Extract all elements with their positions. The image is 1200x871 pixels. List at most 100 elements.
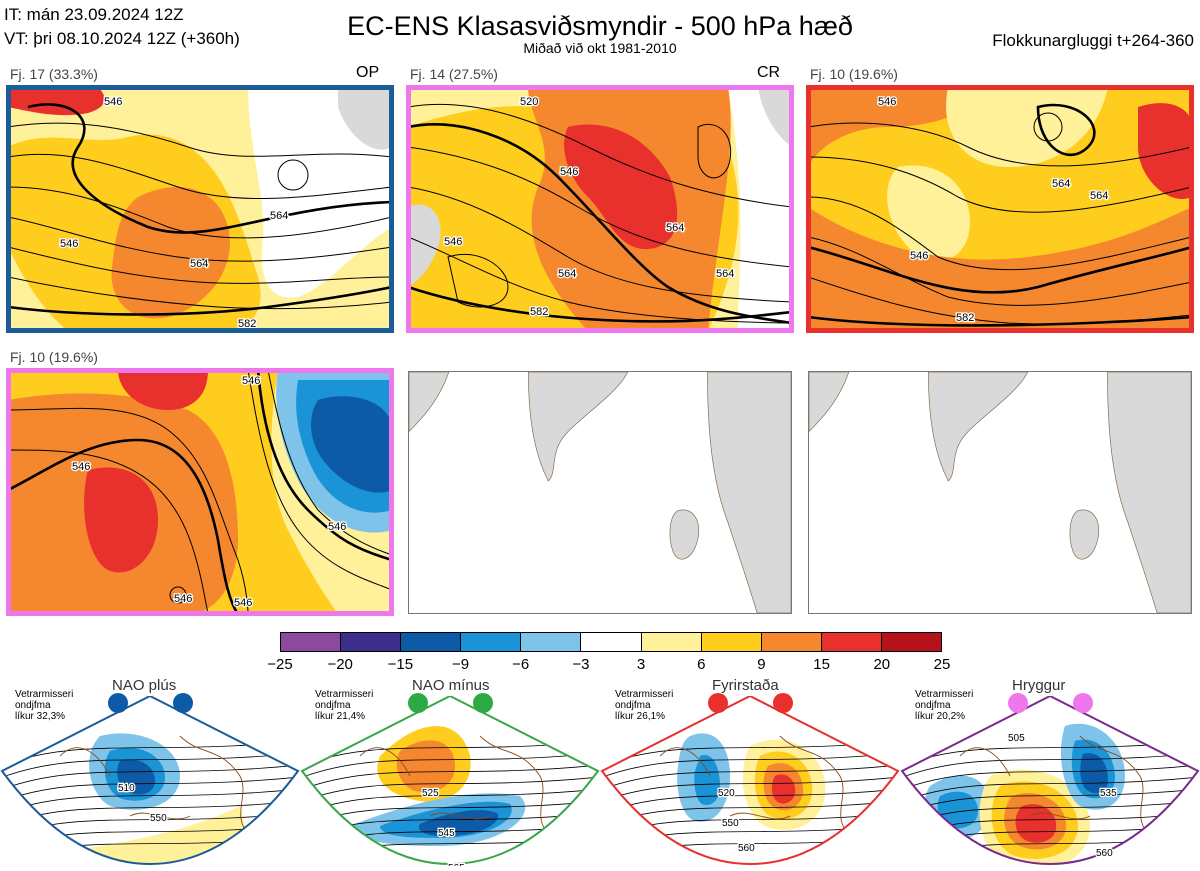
contour-label: 546 bbox=[878, 96, 896, 108]
colorbar-box bbox=[701, 633, 762, 651]
regime-contour-label: 550 bbox=[722, 818, 739, 829]
regime-note-line: ondjfma bbox=[915, 700, 951, 711]
regime-marker-dot bbox=[173, 693, 193, 713]
colorbar-box bbox=[881, 633, 942, 651]
regime-note-line: líkur 32,3% bbox=[15, 711, 66, 722]
colorbar-tick-label: −6 bbox=[512, 656, 530, 673]
page-title: EC-ENS Klasasviðsmyndir - 500 hPa hæð bbox=[347, 11, 853, 41]
regime-map: 525 545 565 bbox=[300, 696, 600, 866]
contour-label: 582 bbox=[530, 306, 548, 318]
contour-label: 582 bbox=[956, 312, 974, 324]
contour-label: 546 bbox=[242, 375, 260, 387]
init-time: IT: mán 23.09.2024 12Z bbox=[4, 5, 184, 24]
contour-label: 546 bbox=[72, 461, 90, 473]
regime-note-line: Vetrarmisseri bbox=[15, 689, 74, 700]
page-subtitle: Miðað við okt 1981-2010 bbox=[523, 40, 677, 56]
regime-contour-label: 550 bbox=[150, 813, 167, 824]
colorbar bbox=[280, 632, 942, 652]
regime-note-line: ondjfma bbox=[315, 700, 351, 711]
regime-contour-label: 520 bbox=[718, 788, 735, 799]
regime-contour-label: 545 bbox=[438, 828, 455, 839]
regime-marker-dot bbox=[773, 693, 793, 713]
regime-note-line: ondjfma bbox=[15, 700, 51, 711]
colorbar-box bbox=[761, 633, 822, 651]
contour-label: 546 bbox=[444, 236, 462, 248]
regime-note: Vetrarmisseri ondjfma líkur 20,2% bbox=[915, 689, 995, 722]
colorbar-box bbox=[281, 633, 342, 651]
empty-map-panel-6 bbox=[808, 371, 1192, 614]
regime-title: Fyrirstaða bbox=[712, 677, 779, 694]
regime-note-line: ondjfma bbox=[615, 700, 651, 711]
contour-label: 520 bbox=[520, 96, 538, 108]
regime-contour-label: 525 bbox=[422, 788, 439, 799]
cluster-window-label: Flokkunargluggi t+264-360 bbox=[992, 31, 1194, 50]
contour-label: 564 bbox=[270, 210, 288, 222]
regime-note: Vetrarmisseri ondjfma líkur 21,4% bbox=[315, 689, 395, 722]
colorbar-tick-label: −20 bbox=[327, 656, 353, 673]
regime-note-line: líkur 20,2% bbox=[915, 711, 966, 722]
cluster-1-tag: OP bbox=[356, 64, 380, 81]
cluster-map-3: 546 564 546 564 582 bbox=[808, 87, 1192, 331]
contour-label: 546 bbox=[104, 96, 122, 108]
contour-label: 546 bbox=[174, 593, 192, 605]
contour-label: 546 bbox=[560, 166, 578, 178]
contour-label: 564 bbox=[666, 222, 684, 234]
cluster-map-2: 520 546 564 546 564 582 564 bbox=[408, 87, 792, 331]
cluster-map-1: 546 564 546 564 582 bbox=[8, 87, 392, 331]
contour-label: 564 bbox=[1052, 178, 1070, 190]
contour-label: 564 bbox=[558, 268, 576, 280]
regime-marker-dot bbox=[408, 693, 428, 713]
colorbar-tick-label: −15 bbox=[387, 656, 414, 673]
contour-label: 546 bbox=[328, 521, 346, 533]
regime-note-line: líkur 26,1% bbox=[615, 711, 666, 722]
colorbar-tick-label: 9 bbox=[757, 656, 766, 673]
contour-label: 564 bbox=[190, 258, 208, 270]
regime-contour-label: 560 bbox=[738, 843, 755, 854]
regime-contour-label: 565 bbox=[448, 863, 465, 866]
regime-note-line: líkur 21,4% bbox=[315, 711, 366, 722]
contour-label: 546 bbox=[910, 250, 928, 262]
regime-contour-label: 510 bbox=[118, 783, 135, 794]
cluster-2-label: Fj. 14 (27.5%) bbox=[410, 66, 498, 82]
regime-note-line: Vetrarmisseri bbox=[615, 689, 674, 700]
regime-title: NAO mínus bbox=[412, 677, 490, 694]
contour-label: 564 bbox=[1090, 190, 1108, 202]
colorbar-box bbox=[461, 633, 522, 651]
empty-map-panel-5 bbox=[408, 371, 792, 614]
regime-contour-label: 560 bbox=[1096, 848, 1113, 859]
regime-marker-dot bbox=[708, 693, 728, 713]
colorbar-tick-label: 6 bbox=[697, 656, 706, 673]
colorbar-tick-label: −9 bbox=[451, 656, 470, 673]
regime-marker-dot bbox=[108, 693, 128, 713]
regime-marker-dot bbox=[473, 693, 493, 713]
cluster-3-label: Fj. 10 (19.6%) bbox=[810, 66, 898, 82]
colorbar-tick-label: −25 bbox=[267, 656, 293, 673]
colorbar-box bbox=[641, 633, 702, 651]
regime-title: NAO plús bbox=[112, 677, 177, 694]
regime-map: 505 535 560 bbox=[900, 696, 1200, 866]
colorbar-box bbox=[401, 633, 462, 651]
regime-contour-label: 505 bbox=[1008, 733, 1025, 744]
contour-label: 564 bbox=[716, 268, 734, 280]
colorbar-tick-label: 3 bbox=[636, 656, 646, 673]
regime-map: 510 550 bbox=[0, 696, 300, 866]
regime-title: Hryggur bbox=[1012, 677, 1066, 694]
colorbar-tick-label: 25 bbox=[933, 656, 951, 673]
cluster-2-tag: CR bbox=[757, 64, 781, 81]
colorbar-tick-label: −3 bbox=[572, 656, 590, 673]
colorbar-tick-label: 15 bbox=[813, 656, 830, 673]
regime-marker-dot bbox=[1073, 693, 1093, 713]
colorbar-box bbox=[341, 633, 402, 651]
regime-note-line: Vetrarmisseri bbox=[915, 689, 974, 700]
contour-label: 582 bbox=[238, 318, 256, 330]
cluster-4-label: Fj. 10 (19.6%) bbox=[10, 349, 98, 365]
colorbar-box bbox=[521, 633, 582, 651]
contour-label: 546 bbox=[234, 597, 252, 609]
colorbar-box bbox=[581, 633, 642, 651]
regime-contour-label: 535 bbox=[1100, 788, 1117, 799]
cluster-map-4: 546 546 546 546 546 bbox=[8, 370, 392, 614]
cluster-1-label: Fj. 17 (33.3%) bbox=[10, 66, 98, 82]
regime-note-line: Vetrarmisseri bbox=[315, 689, 374, 700]
colorbar-tick-label: 20 bbox=[873, 656, 891, 673]
colorbar-box bbox=[821, 633, 882, 651]
